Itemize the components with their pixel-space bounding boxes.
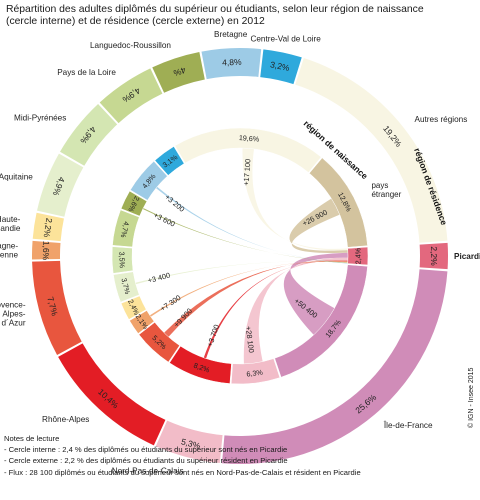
outer-segment-ile-de-france bbox=[222, 269, 448, 464]
inner-pct-picardie: 2,4% bbox=[354, 247, 363, 264]
inner-pct-midi-pyrenees: 3,5% bbox=[117, 251, 127, 268]
inner-pct-nord-pas-de-calais: 6,3% bbox=[246, 368, 264, 379]
outer-pct-centre-val-de-loire: 3,2% bbox=[269, 59, 290, 73]
credit: © IGN - Insee 2015 bbox=[468, 367, 475, 428]
outer-pct-haute-normandie: 2,2% bbox=[42, 217, 55, 238]
inner-segment-provence-alpes-cote-d-azur bbox=[138, 321, 180, 363]
flow-chord-nord-pas-de-calais bbox=[243, 257, 348, 364]
outer-pct-champagne-ardenne: 1,6% bbox=[41, 241, 52, 261]
inner-segment-nord-pas-de-calais bbox=[230, 358, 281, 385]
flow-label-aquitaine: +3 400 bbox=[147, 271, 171, 286]
notes-heading: Notes de lecture bbox=[4, 434, 60, 443]
outer-segment-provence-alpes-cote-d-azur bbox=[32, 260, 82, 355]
inner-segment-pays-de-la-loire bbox=[112, 209, 140, 248]
outer-segment-autres-regions bbox=[295, 58, 448, 243]
flow-label-rhone-alpes: +3 700 bbox=[205, 323, 221, 347]
inner-segment-languedoc-roussillon bbox=[120, 190, 148, 217]
flow-label-languedoc-roussillon: +3 600 bbox=[152, 210, 176, 228]
notes-line-outer: - Cercle externe : 2,2 % des diplômés ou… bbox=[4, 456, 288, 466]
region-label-aquitaine: Aquitaine bbox=[0, 172, 33, 181]
flow-label-nord-pas-de-calais: +28 100 bbox=[244, 326, 256, 354]
outer-segment-haute-normandie bbox=[32, 212, 64, 242]
inner-pct-aquitaine: 3,7% bbox=[119, 277, 132, 296]
notes-line-flow: - Flux : 28 100 diplômés ou étudiants du… bbox=[4, 467, 361, 477]
region-label-pays-de-la-loire: Pays de la Loire bbox=[57, 68, 116, 77]
flow-chord-ile-de-france bbox=[283, 252, 349, 335]
outer-pct-languedoc-roussillon: 4% bbox=[172, 65, 187, 78]
flow-label-bretagne: +3 200 bbox=[163, 192, 186, 213]
region-label-champagne-ardenne: Champagne-Ardenne bbox=[0, 241, 19, 259]
region-label-picardie: Picardie bbox=[454, 252, 480, 261]
inner-segment-champagne-ardenne bbox=[129, 310, 155, 334]
flow-label-champagne-ardenne: +7 300 bbox=[158, 293, 182, 313]
region-label-rhone-alpes: Rhône-Alpes bbox=[42, 415, 89, 424]
notes-line-inner: - Cercle interne : 2,4 % des diplômés ou… bbox=[4, 445, 288, 455]
outer-segment-languedoc-roussillon bbox=[152, 52, 205, 93]
outer-segment-nord-pas-de-calais bbox=[155, 420, 223, 464]
outer-pct-picardie: 2,2% bbox=[429, 246, 439, 266]
ring-labels: 4,8% 3,2%19,2%2,2%25,6%5,3%10,4%7,7%1,6%2… bbox=[0, 30, 480, 476]
region-label-provence-alpes-cote-d-azur: Provence-Alpes-Côte d´Azur bbox=[0, 300, 26, 327]
inner-segment-aquitaine bbox=[113, 271, 140, 303]
outer-pct-provence-alpes-cote-d-azur: 7,7% bbox=[45, 296, 60, 318]
region-label-languedoc-roussillon: Languedoc-Roussillon bbox=[90, 41, 171, 50]
outer-segment-champagne-ardenne bbox=[31, 240, 61, 260]
outer-segment-bretagne bbox=[201, 47, 262, 80]
outer-ring bbox=[31, 47, 448, 464]
inner-pct-pays-de-la-loire: 4,7% bbox=[119, 221, 132, 240]
inner-segment-centre-val-de-loire bbox=[154, 146, 185, 176]
outer-segment-centre-val-de-loire bbox=[260, 49, 302, 85]
inner-segment-rhone-alpes bbox=[169, 345, 232, 384]
inner-ring bbox=[111, 127, 369, 385]
inner-segment-autres-regions bbox=[174, 127, 322, 173]
outer-segment-midi-pyrenees bbox=[60, 103, 118, 166]
flow-chords bbox=[135, 148, 349, 364]
outer-segment-rhone-alpes bbox=[58, 343, 166, 446]
inner-segment-bretagne bbox=[129, 160, 168, 201]
region-label-centre-val-de-loire: Centre-Val de Loire bbox=[250, 35, 321, 44]
outer-pct-nord-pas-de-calais: 5,3% bbox=[180, 436, 202, 451]
region-label-midi-pyrenees: Midi-Pyrénées bbox=[14, 114, 66, 123]
region-label-ile-de-france: Île-de-France bbox=[383, 420, 433, 430]
flow-label-autres-regions: +17 100 bbox=[241, 159, 252, 187]
region-label-nord-pas-de-calais: Nord-Pas-de-Calais bbox=[112, 467, 184, 476]
flow-chord-pays-etranger bbox=[289, 198, 348, 254]
outer-segment-aquitaine bbox=[37, 153, 84, 217]
region-label-pays-etranger: pays étranger bbox=[371, 181, 401, 199]
inner-segment-picardie bbox=[347, 246, 369, 266]
region-label-autres-regions: Autres régions bbox=[415, 115, 468, 124]
reading-notes: Notes de lecture - Cercle interne : 2,4 … bbox=[4, 433, 474, 478]
chart-title: Répartition des adultes diplômés du supé… bbox=[6, 4, 424, 28]
outer-segment-picardie bbox=[419, 242, 448, 270]
inner-segment-haute-normandie bbox=[120, 295, 147, 320]
inner-segment-pays-etranger bbox=[308, 157, 368, 248]
inner-segment-midi-pyrenees bbox=[111, 246, 134, 274]
inner-pct-autres-regions: 19,6% bbox=[239, 133, 261, 144]
outer-segment-pays-de-la-loire bbox=[99, 68, 163, 124]
outer-pct-bretagne: 4,8% bbox=[222, 57, 242, 68]
region-label-haute-normandie: Haute-Normandie bbox=[0, 215, 21, 233]
flow-label-provence-alpes-cote-d-azur: +9 900 bbox=[172, 306, 194, 329]
inner-segment-ile-de-france bbox=[274, 264, 368, 378]
region-label-bretagne: Bretagne bbox=[214, 30, 248, 39]
